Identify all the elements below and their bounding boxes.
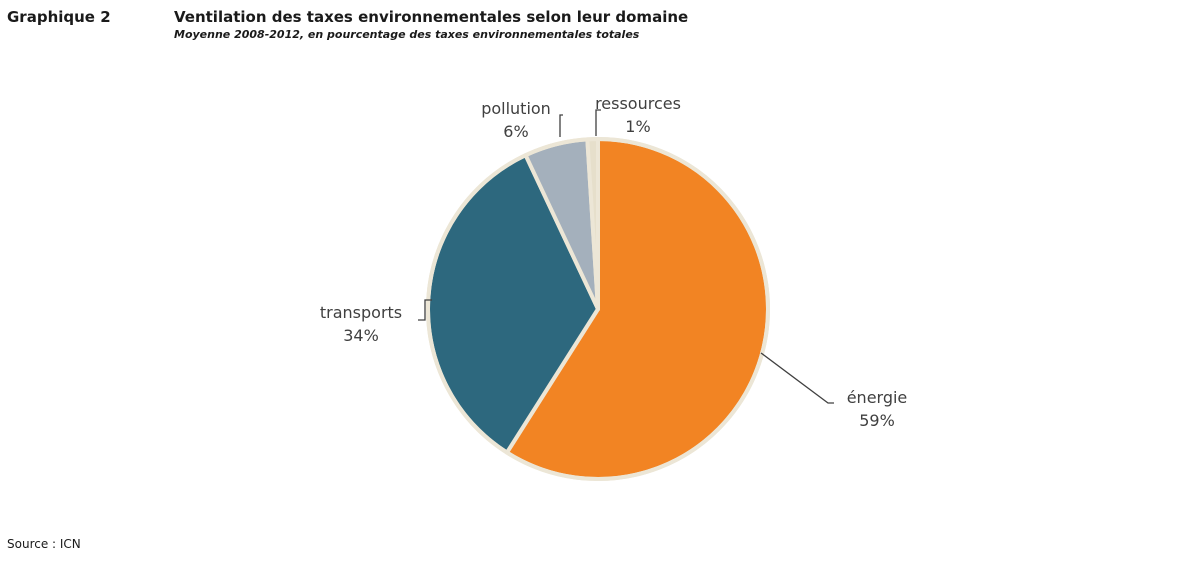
slice-value-label: 1%: [625, 117, 650, 136]
pie-chart: énergie 59% transports 34% pollution 6% ressou…: [320, 94, 907, 481]
slice-name-label: énergie: [847, 388, 908, 407]
figure-number: Graphique 2: [7, 8, 111, 26]
source-note: Source : ICN: [7, 537, 81, 551]
chart-subtitle: Moyenne 2008-2012, en pourcentage des ta…: [174, 28, 640, 41]
slice-name-label: transports: [320, 303, 402, 322]
pie-outline: [426, 137, 770, 481]
chart-title: Ventilation des taxes environnementales …: [174, 8, 689, 26]
leader-lines: [418, 109, 834, 404]
leader-line-1: [760, 352, 834, 404]
slice-name-label: ressources: [595, 94, 681, 113]
leader-line-2: [418, 299, 432, 321]
leader-line-3: [559, 114, 563, 137]
slice-value-label: 59%: [859, 411, 895, 430]
slice-value-label: 34%: [343, 326, 379, 345]
slice-value-label: 6%: [503, 122, 528, 141]
leader-line-4: [595, 109, 601, 136]
pie-slices: [425, 137, 770, 481]
slice-name-label: pollution: [481, 99, 551, 118]
slice-labels: énergie 59% transports 34% pollution 6% ressou…: [320, 94, 907, 430]
